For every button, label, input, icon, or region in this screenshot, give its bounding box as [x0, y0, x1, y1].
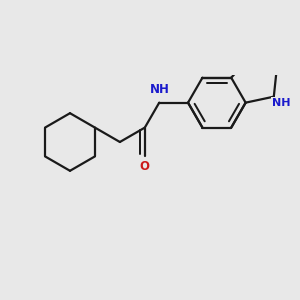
Text: NH: NH	[150, 83, 170, 96]
Text: NH: NH	[272, 98, 290, 108]
Text: O: O	[140, 160, 150, 173]
